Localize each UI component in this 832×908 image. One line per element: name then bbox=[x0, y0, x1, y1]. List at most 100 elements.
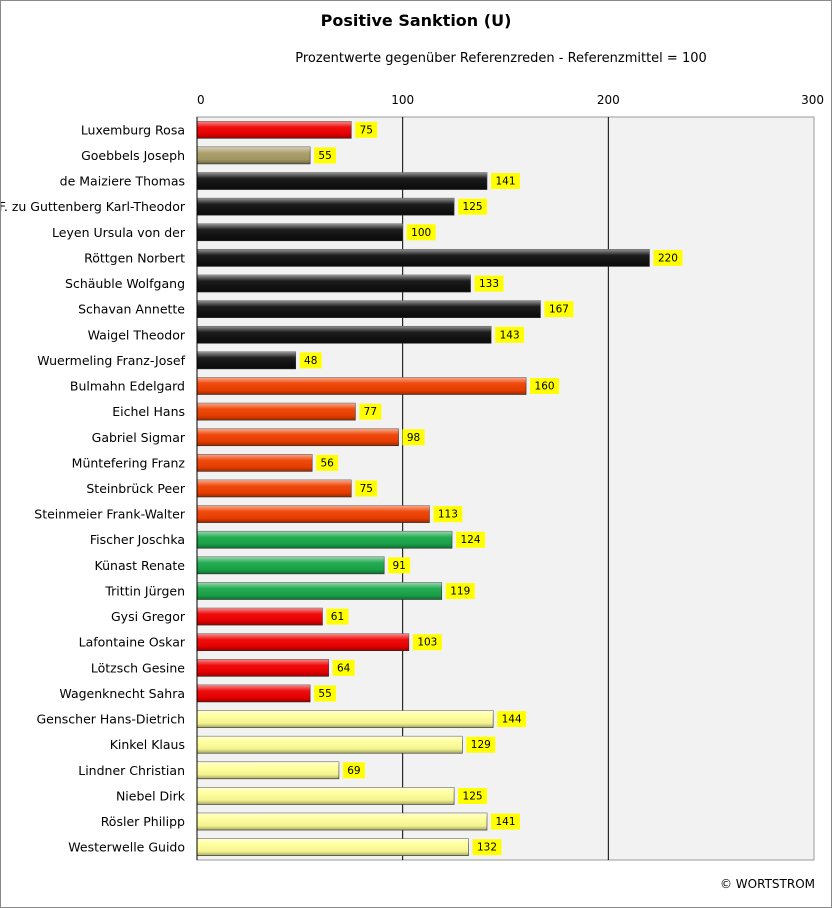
data-label: 103 bbox=[417, 637, 437, 649]
category-label: Eichel Hans bbox=[112, 404, 185, 419]
data-label: 98 bbox=[407, 432, 420, 444]
data-label-box bbox=[472, 839, 502, 856]
bar-shading bbox=[197, 531, 453, 549]
bar-shading bbox=[197, 198, 455, 216]
category-label: de Maiziere Thomas bbox=[60, 174, 185, 189]
category-label: Künast Renate bbox=[95, 558, 186, 573]
bar-shading bbox=[197, 505, 430, 523]
bars bbox=[196, 121, 650, 856]
bar-shading bbox=[197, 351, 296, 369]
category-label: F. zu Guttenberg Karl-Theodor bbox=[1, 199, 186, 214]
data-label-box bbox=[458, 198, 488, 215]
x-tick-label: 300 bbox=[801, 93, 824, 107]
data-label: 48 bbox=[304, 355, 317, 367]
data-label: 55 bbox=[318, 150, 331, 162]
bar-shading bbox=[197, 736, 463, 754]
category-label: Leyen Ursula von der bbox=[52, 225, 186, 240]
category-label: Kinkel Klaus bbox=[110, 737, 185, 752]
data-label: 124 bbox=[461, 534, 481, 546]
chart-subtitle: Prozentwerte gegenüber Referenzreden - R… bbox=[295, 51, 707, 66]
data-label-box bbox=[497, 711, 527, 728]
data-label: 75 bbox=[360, 124, 373, 136]
category-label: Wagenknecht Sahra bbox=[59, 686, 185, 701]
bar-shading bbox=[197, 428, 399, 446]
data-label: 56 bbox=[320, 457, 334, 469]
data-label-box bbox=[332, 659, 355, 676]
data-label-box bbox=[490, 813, 520, 830]
bar-shading bbox=[197, 403, 356, 421]
category-label: Genscher Hans-Dietrich bbox=[36, 712, 185, 727]
y-axis-labels: Luxemburg Rosa Goebbels Joseph de Maiziere… bbox=[1, 122, 186, 854]
data-label-box bbox=[316, 454, 339, 471]
data-label-box bbox=[544, 301, 574, 318]
data-label-box bbox=[466, 736, 496, 753]
category-label: Westerwelle Guido bbox=[68, 840, 185, 855]
category-label: Röttgen Norbert bbox=[84, 250, 185, 265]
bar-shading bbox=[197, 249, 650, 267]
x-tick-label: 200 bbox=[597, 93, 620, 107]
bar-shading bbox=[197, 761, 339, 779]
data-label: 100 bbox=[411, 227, 431, 239]
data-label-box bbox=[490, 173, 520, 190]
data-label: 55 bbox=[318, 688, 331, 700]
data-label: 91 bbox=[392, 560, 405, 572]
data-label-box bbox=[474, 275, 504, 292]
bar-shading bbox=[197, 710, 494, 728]
data-label-box bbox=[326, 608, 349, 625]
category-label: Schavan Annette bbox=[78, 302, 185, 317]
data-label: 119 bbox=[450, 585, 470, 597]
bar-shading bbox=[197, 556, 385, 574]
category-label: Trittin Jürgen bbox=[104, 583, 185, 598]
category-label: Lafontaine Oskar bbox=[79, 635, 186, 650]
data-label: 129 bbox=[471, 739, 491, 751]
bar-shading bbox=[197, 275, 471, 293]
data-label: 77 bbox=[364, 406, 377, 418]
data-label-box bbox=[653, 249, 683, 266]
data-label-box bbox=[433, 506, 463, 523]
data-label-box bbox=[495, 326, 525, 343]
bar-shading bbox=[197, 633, 409, 651]
data-label: 144 bbox=[502, 714, 522, 726]
data-label: 141 bbox=[495, 816, 515, 828]
copyright-notice: © WORTSTROM bbox=[719, 877, 815, 891]
data-label-box bbox=[456, 531, 486, 548]
data-labels: 75 55 141 125 100 220 133 167 143 48 160 77 98 56 75 11… bbox=[299, 121, 683, 856]
bar-shading bbox=[197, 608, 323, 626]
data-label-box bbox=[355, 121, 378, 138]
category-label: Müntefering Franz bbox=[72, 455, 186, 470]
data-label-box bbox=[355, 480, 378, 497]
data-label: 143 bbox=[500, 329, 520, 341]
category-label: Steinbrück Peer bbox=[86, 481, 185, 496]
data-label: 141 bbox=[495, 176, 515, 188]
data-label: 61 bbox=[331, 611, 344, 623]
data-label-box bbox=[342, 762, 365, 779]
category-label: Rösler Philipp bbox=[101, 814, 185, 829]
data-label: 113 bbox=[438, 509, 458, 521]
data-label: 125 bbox=[463, 790, 483, 802]
bar-shading bbox=[197, 326, 492, 344]
data-label-box bbox=[314, 685, 337, 702]
data-label-box bbox=[412, 634, 442, 651]
chart-title: Positive Sanktion (U) bbox=[320, 11, 512, 30]
data-label: 220 bbox=[658, 252, 678, 264]
data-label-box bbox=[530, 378, 560, 395]
bar-shading bbox=[197, 813, 487, 831]
bar-shading bbox=[197, 684, 311, 702]
category-label: Goebbels Joseph bbox=[81, 148, 185, 163]
bar-shading bbox=[197, 172, 487, 190]
category-label: Fischer Joschka bbox=[90, 532, 185, 547]
category-label: Bulmahn Edelgard bbox=[70, 379, 185, 394]
category-label: Steinmeier Frank-Walter bbox=[34, 507, 186, 522]
data-label-box bbox=[402, 429, 425, 446]
bar-shading bbox=[197, 223, 403, 241]
category-label: Wuermeling Franz-Josef bbox=[37, 353, 185, 368]
data-label-box bbox=[299, 352, 322, 369]
category-label: Gysi Gregor bbox=[111, 609, 186, 624]
data-label-box bbox=[406, 224, 436, 241]
category-label: Waigel Theodor bbox=[88, 327, 186, 342]
data-label-box bbox=[359, 403, 382, 420]
data-label-box bbox=[458, 787, 488, 804]
category-label: Niebel Dirk bbox=[116, 788, 186, 803]
